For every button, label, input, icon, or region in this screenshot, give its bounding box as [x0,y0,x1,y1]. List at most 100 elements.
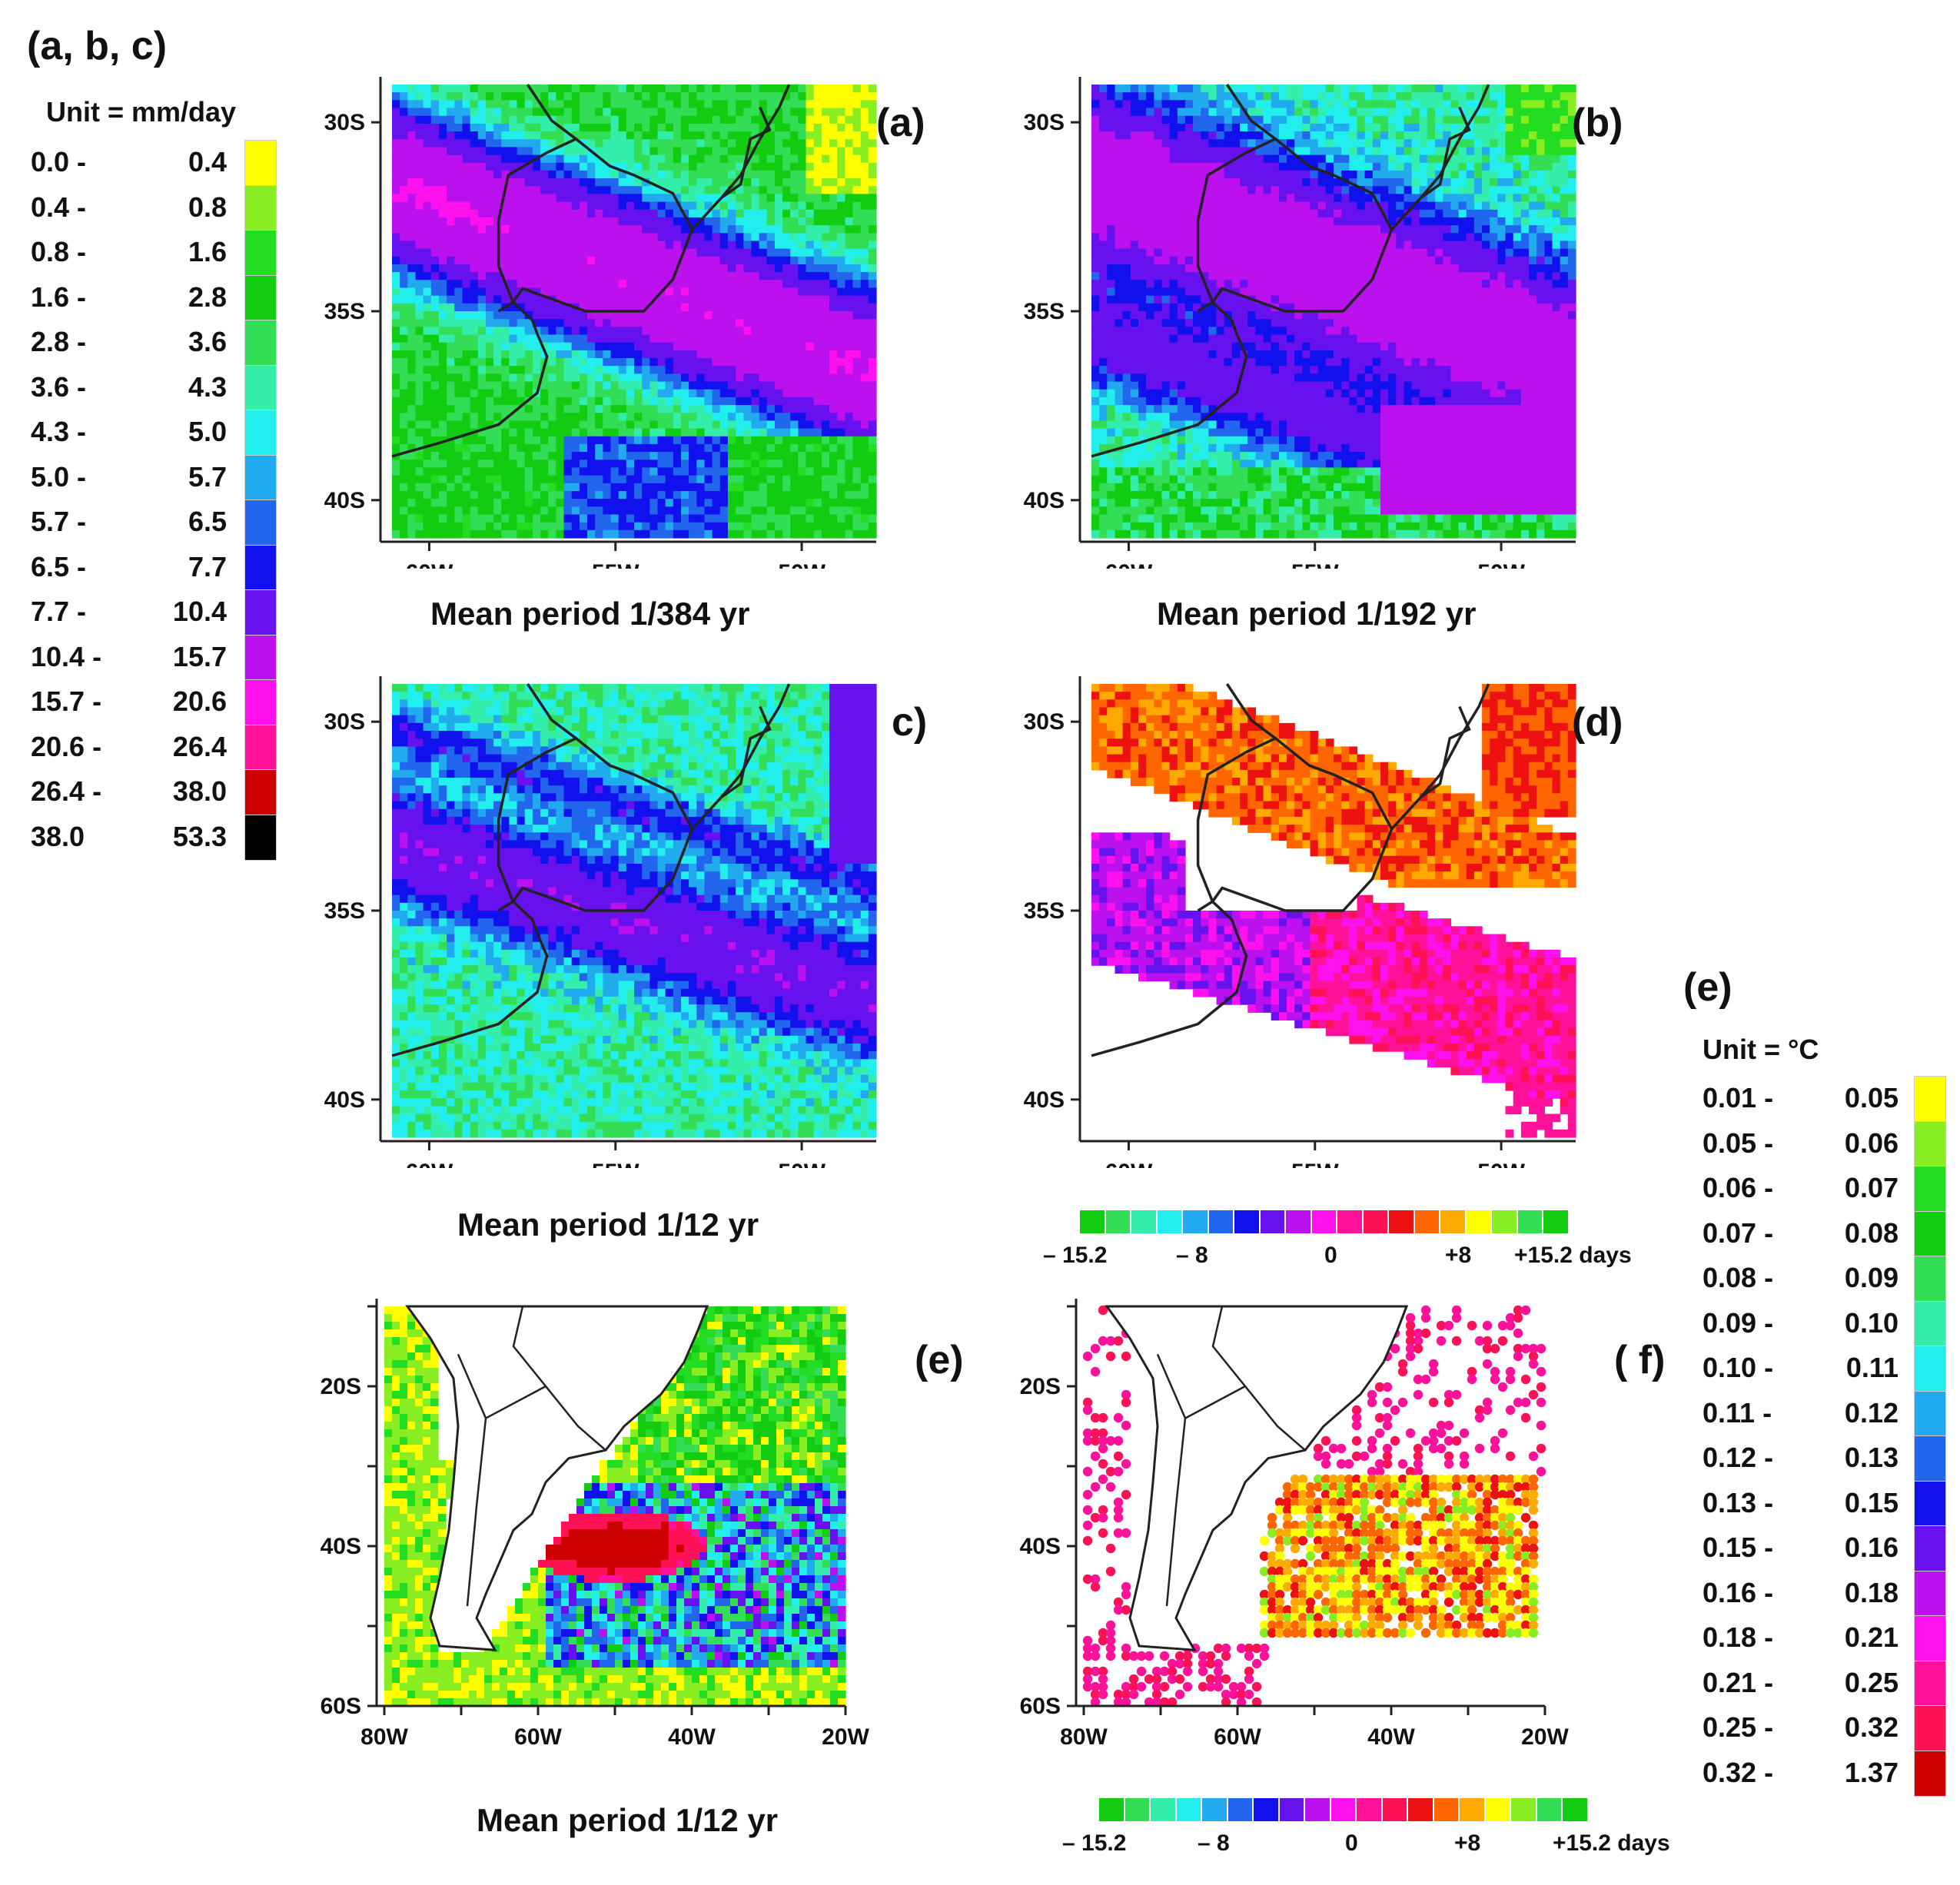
heatmap-cell [852,194,862,203]
heatmap-cell [1201,225,1210,234]
heatmap-cell [751,154,760,164]
heatmap-cell [1138,115,1147,124]
heatmap-cell [1372,100,1381,109]
heatmap-cell [1505,108,1514,117]
heatmap-cell [1146,186,1154,194]
heatmap-cell [1411,108,1420,117]
heatmap-cell [657,483,666,492]
heatmap-cell [1138,201,1147,211]
heatmap-cell [595,350,603,359]
heatmap-cell [1115,123,1124,132]
heatmap-cell [1497,217,1507,226]
heatmap-cell [517,483,526,492]
heatmap-cell [681,100,689,109]
heatmap-cell [860,154,869,164]
heatmap-cell [415,460,424,469]
heatmap-cell [806,483,815,492]
heatmap-cell [1263,131,1272,140]
heatmap-cell [774,131,783,140]
heatmap-cell [1169,123,1178,132]
heatmap-cell [1473,186,1483,194]
heatmap-cell [1161,139,1171,148]
heatmap-cell [626,381,635,390]
heatmap-cell [1419,100,1428,109]
heatmap-cell [477,381,487,390]
heatmap-cell [1497,233,1507,242]
heatmap-cell [493,381,502,390]
heatmap-cell [626,420,635,430]
heatmap-cell [462,311,471,320]
heatmap-cell [415,499,424,507]
heatmap-cell [696,460,706,469]
heatmap-cell [485,452,494,460]
heatmap-cell [1427,100,1436,109]
heatmap-cell [1201,154,1210,164]
heatmap-cell [852,397,862,406]
heatmap-cell [837,194,845,203]
heatmap-cell [719,327,729,336]
heatmap-cell [1310,100,1319,109]
panel-b: 60W55W50W30S35S40S [992,77,1606,569]
heatmap-cell [430,280,440,289]
heatmap-cell [1388,233,1397,242]
heatmap-cell [1154,92,1163,101]
legend-e-swatch [1914,1300,1946,1347]
heatmap-cell [603,108,612,117]
heatmap-cell [1520,186,1530,194]
legend-abc-row: 2.8 -3.6 [31,326,231,357]
heatmap-cell [1404,85,1413,93]
heatmap-cell [470,460,479,469]
heatmap-cell [477,123,487,132]
heatmap-cell [556,311,565,320]
heatmap-cell [759,147,768,156]
heatmap-cell [1091,170,1100,179]
heatmap-cell [1560,147,1569,156]
heatmap-cell [415,272,424,280]
heatmap-cell [1334,115,1342,124]
heatmap-cell [501,287,510,297]
heatmap-cell [1473,170,1483,179]
heatmap-cell [751,170,760,179]
heatmap-cell [454,264,463,273]
heatmap-cell [407,201,417,211]
heatmap-cell [642,131,650,140]
heatmap-cell [1473,178,1483,187]
heatmap-cell [501,460,510,469]
heatmap-cell [392,428,400,437]
heatmap-cell [1263,194,1272,203]
heatmap-cell [837,373,845,383]
heatmap-cell [1520,92,1530,101]
heatmap-cell [579,428,588,437]
heatmap-cell [626,162,635,171]
heatmap-cell [415,170,424,179]
heatmap-cell [798,381,807,390]
heatmap-cell [1450,186,1460,194]
heatmap-cell [790,194,799,203]
heatmap-cell [493,342,502,351]
heatmap-cell [462,92,471,101]
heatmap-cell [1450,100,1460,109]
heatmap-cell [673,225,682,234]
heatmap-cell [727,381,736,390]
heatmap-cell [548,366,556,374]
heatmap-cell [790,397,799,406]
heatmap-cell [603,272,612,280]
heatmap-cell [454,186,463,194]
heatmap-cell [454,499,463,507]
heatmap-cell [1380,225,1389,234]
heatmap-cell [790,85,799,93]
heatmap-cell [806,201,815,211]
heatmap-cell [1443,139,1452,148]
heatmap-cell [1334,85,1342,93]
heatmap-cell [439,280,447,289]
heatmap-cell [774,483,783,492]
heatmap-cell [766,311,776,320]
heatmap-cell [579,491,588,499]
y-tick-label: 40S [324,488,365,513]
heatmap-cell [454,397,463,406]
heatmap-cell [509,194,518,203]
legend-abc-row: 5.0 -5.7 [31,461,231,493]
heatmap-cell [649,491,659,499]
heatmap-cell [696,295,706,304]
heatmap-cell [509,170,518,179]
